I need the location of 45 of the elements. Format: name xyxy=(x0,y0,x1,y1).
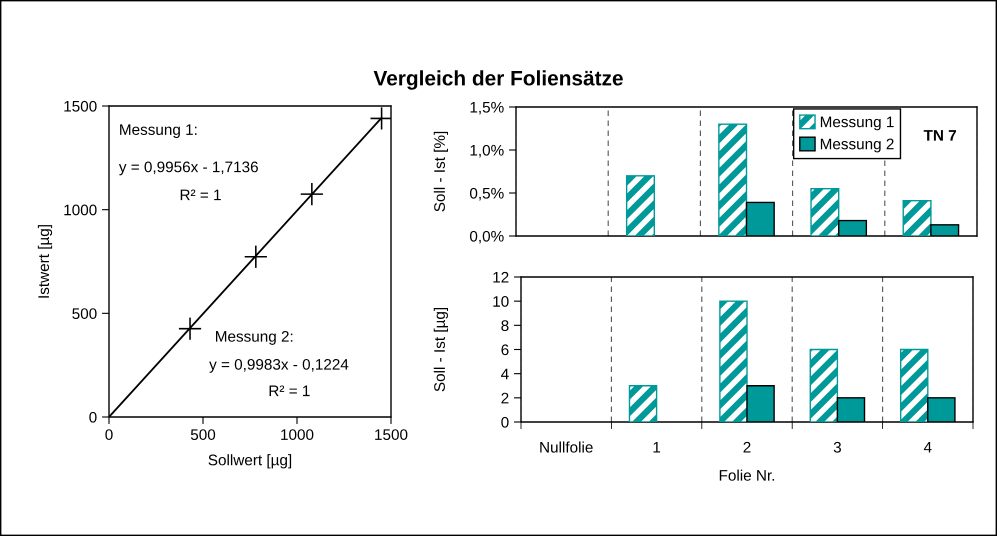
y-axis-title: Istwert [µg] xyxy=(38,225,52,298)
x-axis-title: Sollwert [µg] xyxy=(208,454,292,468)
y-tick-label: 12 xyxy=(493,272,508,283)
x-tick-label: 500 xyxy=(190,429,216,440)
point xyxy=(370,107,391,130)
y-tick-label: 6 xyxy=(501,344,509,356)
y-tick-label: 1,0% xyxy=(470,144,504,158)
x-tick-label: Nullfolie xyxy=(540,441,593,453)
x-tick-label: 2 xyxy=(744,442,750,453)
annotation: Messung 1: xyxy=(120,124,196,138)
text: Vergleich der Foliensätze xyxy=(374,70,623,90)
y-tick-label: 2 xyxy=(501,392,508,404)
y-tick-label: 1000 xyxy=(64,204,97,216)
annotation: Messung 2: xyxy=(216,330,292,345)
y-tick-label: 4 xyxy=(501,368,509,380)
x-tick-label: 1000 xyxy=(281,429,314,440)
y-tick-label: 0 xyxy=(501,416,509,428)
y-tick-label: 1500 xyxy=(64,100,97,112)
annotation: y = 0,9956x - 1,7136 xyxy=(118,161,258,176)
legend-label: Messung 1 xyxy=(820,116,894,130)
x-tick-label: 4 xyxy=(924,442,932,453)
y-tick-label: 0,5% xyxy=(470,188,504,200)
point xyxy=(178,318,202,340)
y-tick-label: 10 xyxy=(493,296,509,307)
x-axis-title: Folie Nr. xyxy=(720,470,774,481)
y-tick-label: 1,5% xyxy=(470,102,504,114)
y-tick-label: 8 xyxy=(501,320,509,332)
x-tick-label: 1 xyxy=(654,442,660,453)
x-tick-label: 1500 xyxy=(375,429,408,440)
y-tick-label: 500 xyxy=(72,308,97,320)
bar xyxy=(626,175,655,236)
annotation: R² = 1 xyxy=(180,190,221,200)
legend-label: Messung 2 xyxy=(820,138,894,152)
y-tick-label: 0 xyxy=(89,412,97,423)
point xyxy=(244,246,267,268)
annotation: y = 0,9983x - 0,1224 xyxy=(209,358,348,373)
y-tick-label: 0,0% xyxy=(470,230,504,244)
annotation: TN 7 xyxy=(924,130,956,141)
point xyxy=(300,183,323,206)
annotation: R² = 1 xyxy=(270,385,310,396)
bar xyxy=(628,385,658,422)
y-axis-title: Soll - Ist [%] xyxy=(434,132,448,212)
x-tick-label: 0 xyxy=(105,429,113,440)
y-axis-title: Soll - Ist [µg] xyxy=(434,308,448,392)
x-tick-label: 3 xyxy=(834,442,841,453)
